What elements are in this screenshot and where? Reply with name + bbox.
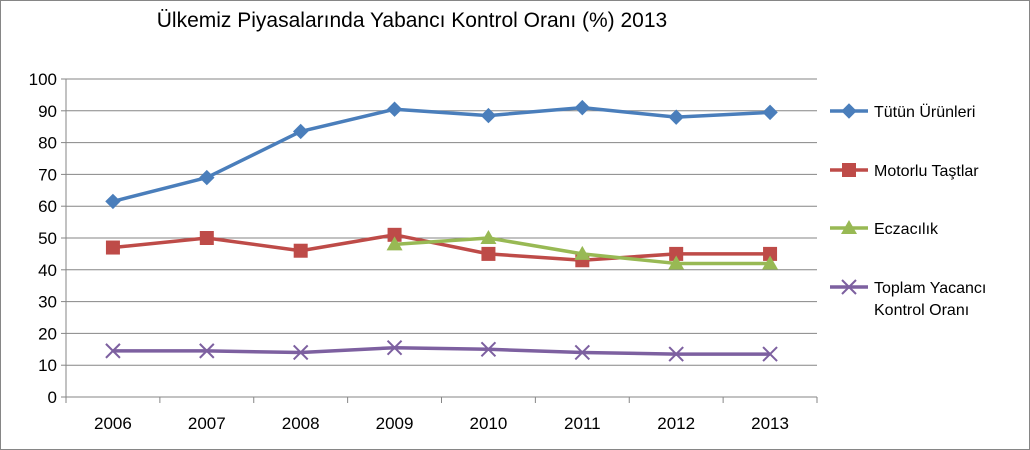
data-point	[668, 109, 684, 125]
data-point	[480, 230, 497, 244]
y-tick-label: 60	[38, 197, 57, 216]
x-marker-stroke	[762, 346, 778, 362]
x-tick-label: 2012	[657, 414, 695, 433]
data-point	[480, 341, 497, 358]
legend-item: Toplam Yacancı Kontrol Oranı	[830, 279, 986, 319]
data-point	[574, 245, 591, 260]
axes: 0 10 20 30 40 50 60 70 80 90 100 2006 2007 2008 2009 20…	[29, 70, 818, 433]
x-tick-label: 2009	[376, 414, 414, 433]
y-tick-label: 80	[38, 134, 57, 153]
x-marker-stroke	[668, 346, 684, 362]
data-point	[574, 344, 591, 361]
data-point	[762, 255, 779, 270]
x-tick-label: 2013	[751, 414, 789, 433]
data-point	[199, 343, 215, 359]
series-line	[112, 345, 771, 356]
y-tick-label: 30	[38, 293, 57, 312]
legend-item: Motorlu Taştlar	[830, 163, 979, 180]
legend-marker	[841, 220, 857, 234]
data-point	[669, 246, 684, 261]
legend-label: Tütün Ürünleri	[874, 103, 975, 121]
series-3	[105, 340, 778, 362]
y-tick-label: 40	[38, 261, 57, 280]
y-tick-label: 20	[38, 324, 57, 343]
x-tick-label: 2011	[564, 414, 601, 433]
chart-title: Ülkemiz Piyasalarında Yabancı Kontrol Or…	[157, 9, 667, 32]
x-tick-label: 2008	[282, 414, 320, 433]
x-marker-stroke	[292, 344, 309, 361]
x-marker-stroke	[386, 340, 403, 356]
legend-label: Motorlu Taştlar	[874, 163, 979, 180]
x-tick-label: 2006	[94, 414, 132, 433]
legend-marker	[842, 163, 856, 177]
data-point	[292, 123, 309, 140]
y-tick-label: 100	[29, 70, 57, 89]
x-marker-stroke	[841, 279, 857, 295]
x-marker-stroke	[105, 343, 121, 359]
y-tick-label: 70	[38, 165, 57, 184]
legend-marker	[841, 279, 857, 295]
data-point	[763, 246, 778, 261]
y-tick-label: 50	[38, 229, 57, 248]
data-point	[387, 227, 402, 242]
x-marker-stroke	[574, 344, 591, 361]
data-point	[668, 255, 685, 270]
data-point	[386, 236, 403, 251]
data-point	[293, 243, 308, 258]
series-line	[112, 233, 771, 263]
data-point	[481, 246, 496, 261]
legend-item: Eczacılık	[830, 220, 939, 238]
x-tick-label: 2010	[470, 414, 508, 433]
series-lines	[105, 99, 779, 362]
data-point	[574, 99, 591, 116]
data-point	[668, 346, 684, 362]
legend-marker	[841, 103, 857, 119]
legend-label: Kontrol Oranı	[874, 302, 969, 319]
data-point	[762, 104, 778, 121]
data-point	[105, 343, 121, 359]
series-1	[105, 227, 778, 268]
data-point	[105, 240, 120, 255]
series-0	[105, 99, 778, 210]
data-point	[386, 340, 403, 356]
data-point	[386, 101, 403, 117]
gridlines	[66, 78, 817, 366]
x-marker-stroke	[480, 341, 497, 358]
legend-label: Toplam Yacancı	[874, 280, 986, 297]
y-tick-label: 90	[38, 102, 57, 121]
legend: Tütün Ürünleri Motorlu Taştlar Eczacılık To…	[830, 103, 986, 319]
data-point	[292, 344, 309, 361]
y-tick-label: 0	[48, 388, 57, 407]
legend-label: Eczacılık	[874, 221, 939, 238]
x-marker-stroke	[199, 343, 215, 359]
x-tick-label: 2007	[188, 414, 226, 433]
data-point	[199, 169, 215, 186]
data-point	[480, 107, 497, 124]
series-line	[112, 105, 771, 204]
data-point	[105, 193, 121, 210]
y-tick-label: 10	[38, 356, 57, 375]
series-2	[386, 230, 779, 270]
data-point	[762, 346, 778, 362]
legend-item: Tütün Ürünleri	[830, 103, 975, 121]
data-point	[199, 231, 214, 245]
